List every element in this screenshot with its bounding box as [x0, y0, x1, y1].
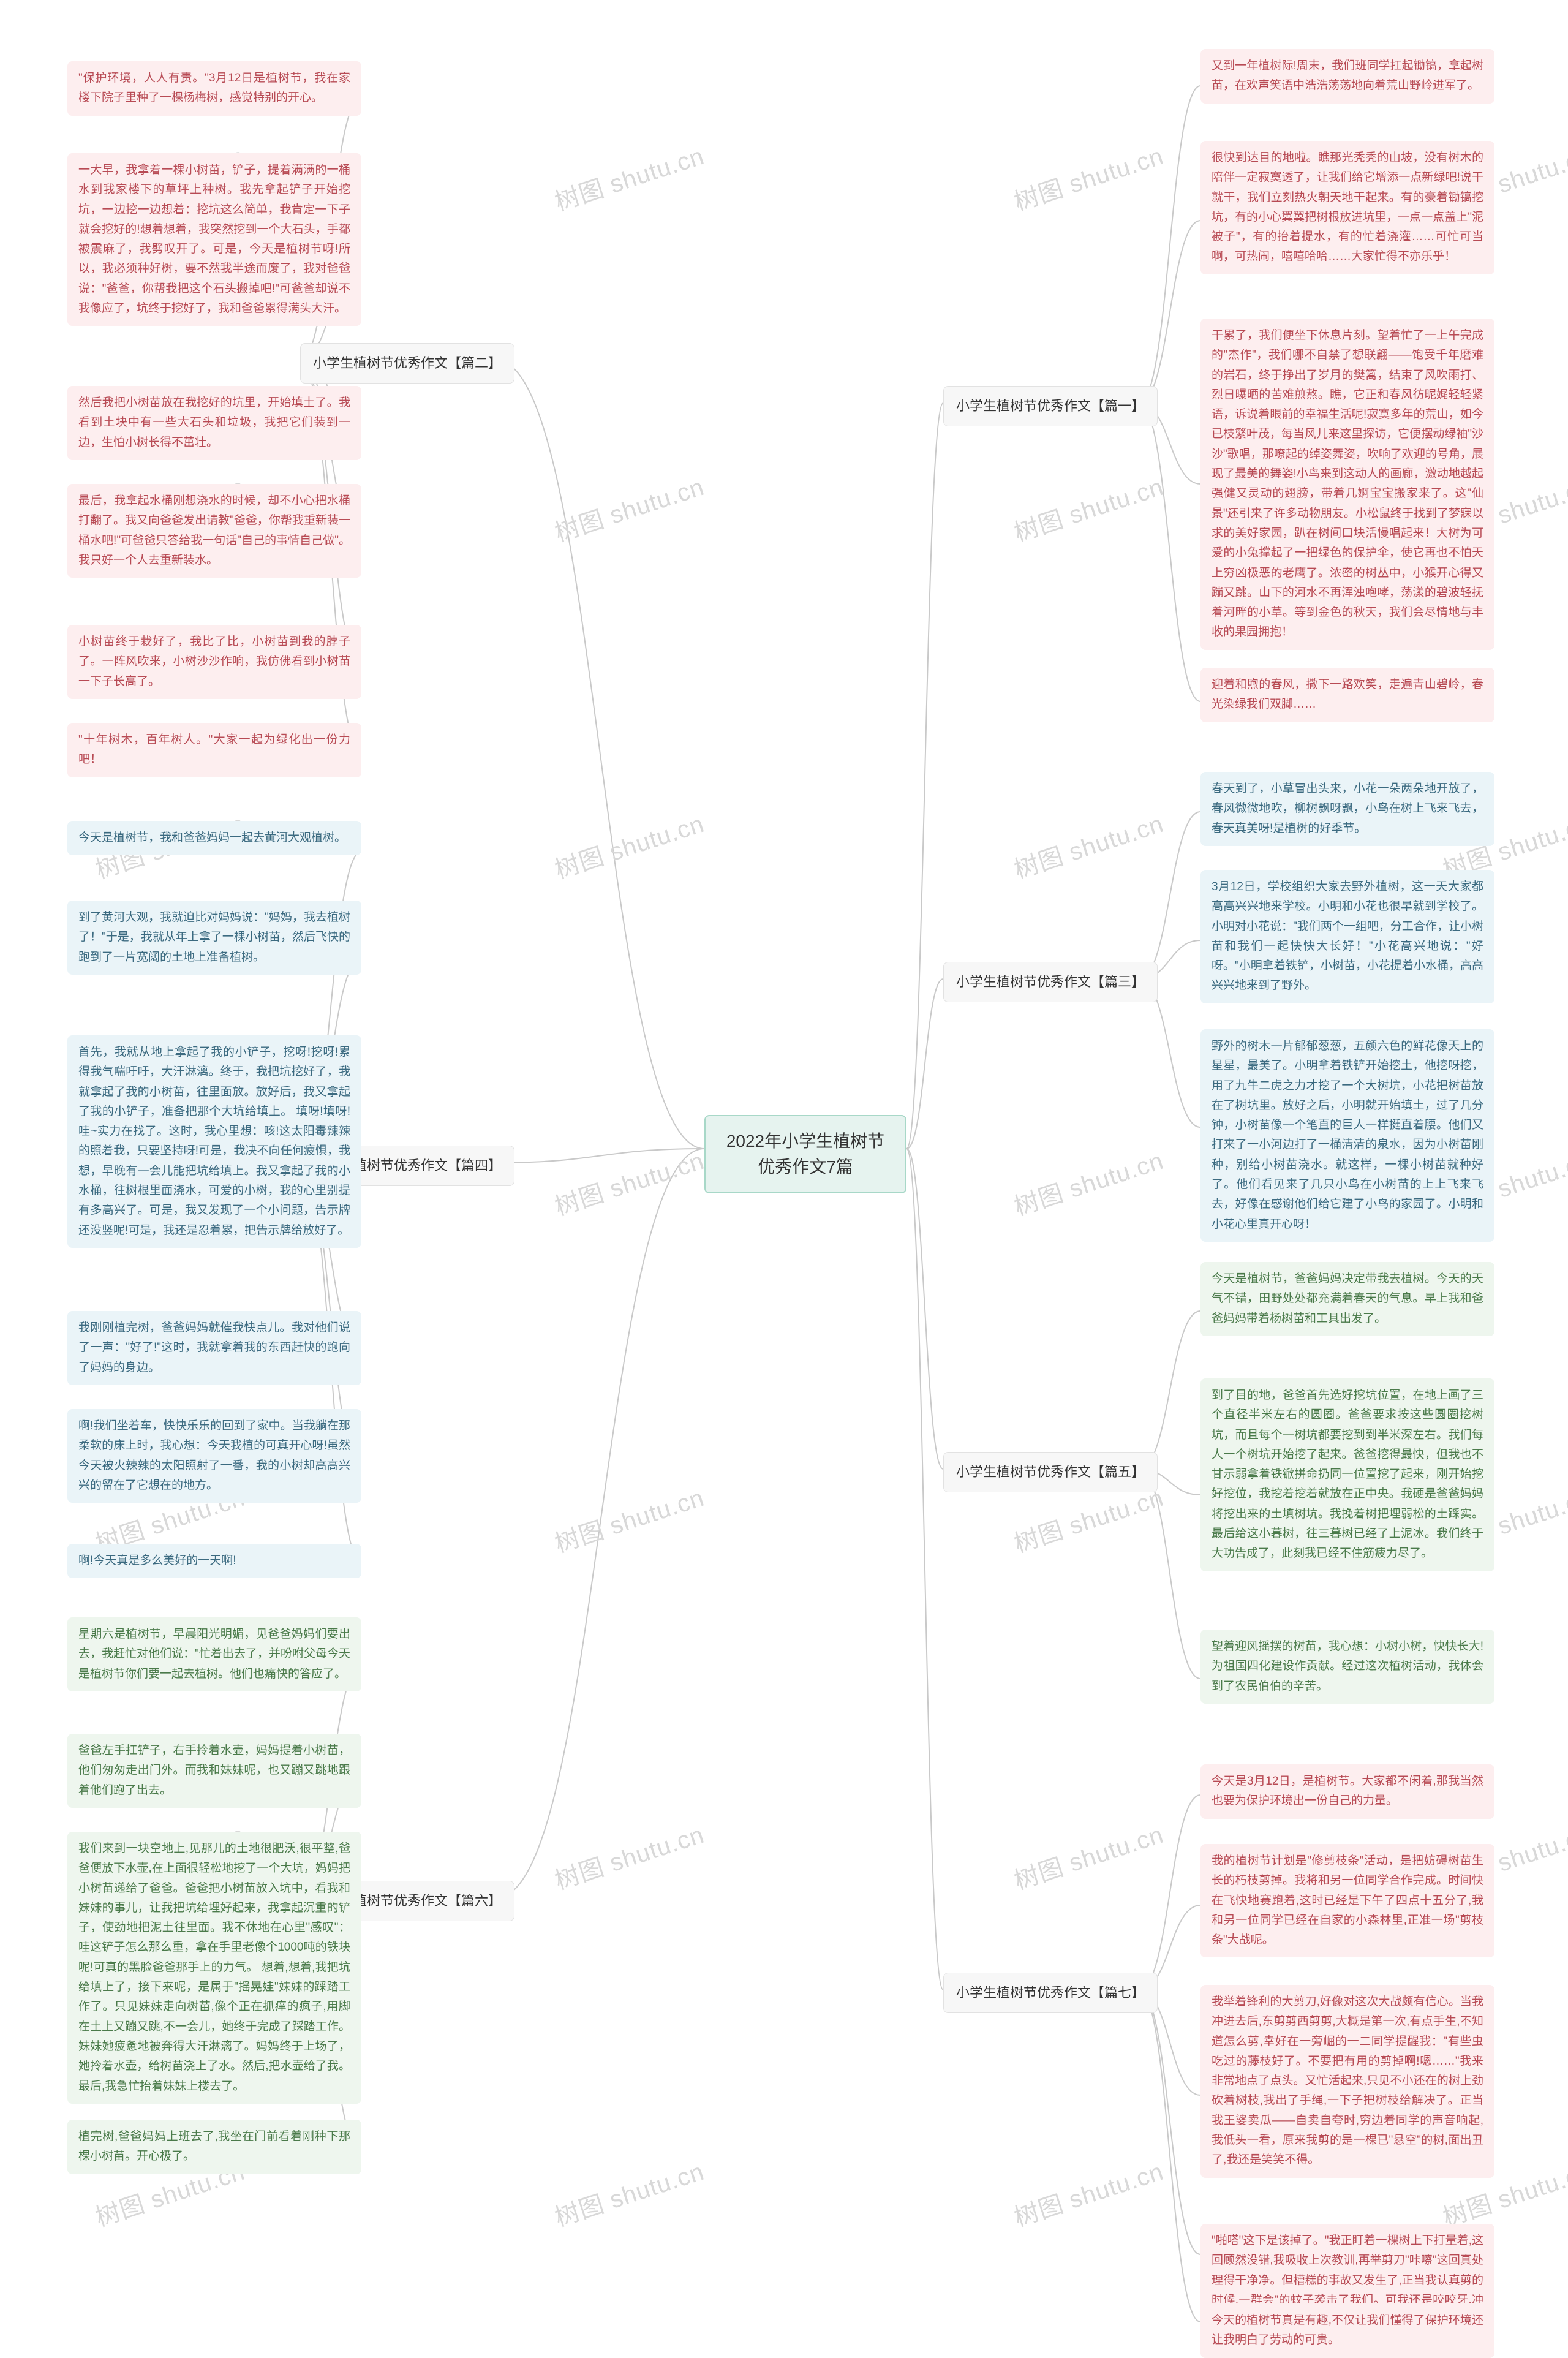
leaf-node: 到了目的地，爸爸首先选好挖坑位置，在地上画了三个直径半米左右的圆圈。爸爸要求按这…: [1200, 1378, 1494, 1571]
leaf-node: 望着迎风摇摆的树苗，我心想：小树小树，快快长大!为祖国四化建设作贡献。经过这次植…: [1200, 1630, 1494, 1704]
leaf-node: 到了黄河大观，我就迫比对妈妈说："妈妈，我去植树了！"于是，我就从年上拿了一棵小…: [67, 901, 361, 975]
branch-node: 小学生植树节优秀作文【篇一】: [943, 386, 1158, 426]
watermark: 树图 shutu.cn: [549, 2152, 708, 2233]
watermark: 树图 shutu.cn: [549, 1815, 708, 1896]
watermark: 树图 shutu.cn: [549, 467, 708, 548]
leaf-node: 首先，我就从地上拿起了我的小铲子，挖呀!挖呀!累得我气喘吁吁，大汗淋漓。终于，我…: [67, 1035, 361, 1248]
leaf-node: 我们来到一块空地上,见那儿的土地很肥沃,很平整,爸爸便放下水壶,在上面很轻松地挖…: [67, 1832, 361, 2104]
leaf-node: 植完树,爸爸妈妈上班去了,我坐在门前看着刚种下那棵小树苗。开心极了。: [67, 2120, 361, 2174]
watermark: 树图 shutu.cn: [1009, 2152, 1167, 2233]
leaf-node: 最后，我拿起水桶刚想浇水的时候，却不小心把水桶打翻了。我又向爸爸发出请教"爸爸，…: [67, 484, 361, 578]
leaf-node: 小树苗终于栽好了，我比了比，小树苗到我的脖子了。一阵风吹来，小树沙沙作响，我仿佛…: [67, 625, 361, 699]
mindmap-canvas: 树图 shutu.cn 树图 shutu.cn 树图 shutu.cn 树图 shut…: [0, 0, 1568, 2347]
leaf-node: "十年树木，百年树人。"大家一起为绿化出一份力吧！: [67, 723, 361, 777]
watermark: 树图 shutu.cn: [1009, 1141, 1167, 1222]
leaf-node: 啊!我们坐着车，快快乐乐的回到了家中。当我躺在那柔软的床上时，我心想：今天我植的…: [67, 1409, 361, 1503]
watermark: 树图 shutu.cn: [1009, 1815, 1167, 1896]
branch-node: 小学生植树节优秀作文【篇三】: [943, 962, 1158, 1002]
branch-node: 小学生植树节优秀作文【篇七】: [943, 1973, 1158, 2013]
leaf-node: 我刚刚植完树，爸爸妈妈就催我快点儿。我对他们说了一声："好了!"这时，我就拿着我…: [67, 1311, 361, 1385]
watermark: 树图 shutu.cn: [549, 1478, 708, 1559]
branch-node: 小学生植树节优秀作文【篇五】: [943, 1452, 1158, 1492]
leaf-node: 今天的植树节真是有趣,不仅让我们懂得了保护环境还让我明白了劳动的可贵。: [1200, 2303, 1494, 2358]
leaf-node: 干累了，我们便坐下休息片刻。望着忙了一上午完成的"杰作"，我们哪不自禁了想联翩—…: [1200, 319, 1494, 650]
watermark: 树图 shutu.cn: [1009, 467, 1167, 548]
leaf-node: 然后我把小树苗放在我挖好的坑里，开始填土了。我看到土块中有一些大石头和垃圾，我把…: [67, 386, 361, 460]
leaf-node: 迎着和煦的春风，撒下一路欢笑，走遍青山碧岭，春光染绿我们双脚……: [1200, 668, 1494, 722]
leaf-node: "保护环境，人人有责。"3月12日是植树节，我在家楼下院子里种了一棵杨梅树，感觉…: [67, 61, 361, 116]
watermark: 树图 shutu.cn: [549, 1141, 708, 1222]
leaf-node: 春天到了，小草冒出头来，小花一朵两朵地开放了，春风微微地吹，柳树飘呀飘，小鸟在树…: [1200, 772, 1494, 846]
branch-node: 小学生植树节优秀作文【篇二】: [300, 343, 514, 384]
leaf-node: 我举着锋利的大剪刀,好像对这次大战颇有信心。当我冲进去后,东剪剪西剪剪,大概是第…: [1200, 1985, 1494, 2178]
leaf-node: 一大早，我拿着一棵小树苗，铲子，提着满满的一桶水到我家楼下的草坪上种树。我先拿起…: [67, 153, 361, 326]
watermark: 树图 shutu.cn: [549, 136, 708, 217]
leaf-node: 啊!今天真是多么美好的一天啊!: [67, 1544, 361, 1578]
leaf-node: 今天是植树节，我和爸爸妈妈一起去黄河大观植树。: [67, 821, 361, 855]
leaf-node: 爸爸左手扛铲子，右手拎着水壶，妈妈提着小树苗，他们匆匆走出门外。而我和妹妹呢，也…: [67, 1734, 361, 1808]
watermark: 树图 shutu.cn: [1009, 804, 1167, 885]
leaf-node: 3月12日，学校组织大家去野外植树，这一天大家都高高兴兴地来学校。小明和小花也很…: [1200, 870, 1494, 1003]
leaf-node: 星期六是植树节，早晨阳光明媚，见爸爸妈妈们要出去，我赶忙对他们说："忙着出去了，…: [67, 1617, 361, 1691]
leaf-node: 今天是3月12日，是植树节。大家都不闲着,那我当然也要为保护环境出一份自己的力量…: [1200, 1764, 1494, 1819]
leaf-node: 今天是植树节，爸爸妈妈决定带我去植树。今天的天气不错，田野处处都充满着春天的气息…: [1200, 1262, 1494, 1336]
leaf-node: 我的植树节计划是"修剪枝条"活动，是把妨碍树苗生长的朽枝剪掉。我将和另一位同学合…: [1200, 1844, 1494, 1957]
root-node: 2022年小学生植树节优秀作文7篇: [704, 1115, 907, 1193]
leaf-node: 野外的树木一片郁郁葱葱，五颜六色的鲜花像天上的星星，最美了。小明拿着铁铲开始挖土…: [1200, 1029, 1494, 1242]
watermark: 树图 shutu.cn: [549, 804, 708, 885]
watermark: 树图 shutu.cn: [1009, 136, 1167, 217]
leaf-node: 又到一年植树际!周末，我们班同学扛起锄镐，拿起树苗，在欢声笑语中浩浩荡荡地向着荒…: [1200, 49, 1494, 104]
leaf-node: 很快到达目的地啦。瞧那光秃秃的山坡，没有树木的陪伴一定寂寞透了，让我们给它增添一…: [1200, 141, 1494, 274]
